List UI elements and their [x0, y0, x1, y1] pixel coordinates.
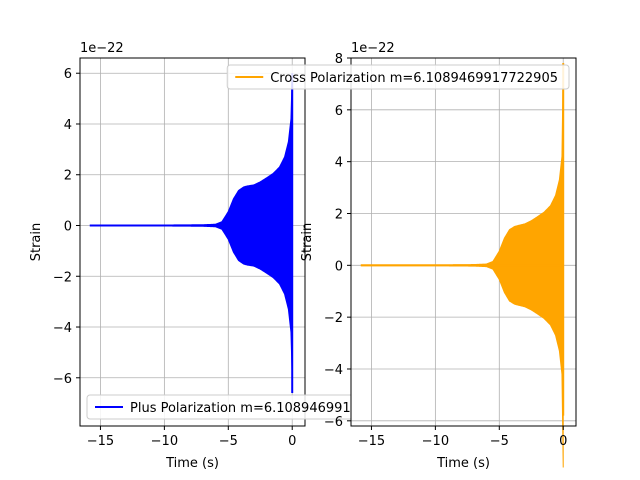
y-tick-label: 2: [64, 169, 72, 184]
y-tick-label: 2: [335, 207, 343, 222]
y-tick-label: −6: [53, 372, 72, 387]
x-tick-label: −5: [490, 434, 509, 449]
legend: Cross Polarization m=6.1089469917722905: [226, 64, 570, 90]
waveform: [89, 73, 294, 394]
y-tick-label: −4: [53, 321, 72, 336]
y-tick-label: −4: [324, 363, 343, 378]
cross-polarization-panel: −15 −10 −5 0 −6 −4 −2 0 2 4 6 8 1e−22 Time (s) Stra…: [226, 41, 577, 471]
y-axis-label: Strain: [300, 223, 315, 262]
grid: [351, 57, 576, 426]
x-tick-label: −15: [87, 434, 114, 449]
x-tick-label: −15: [358, 434, 385, 449]
y-tick-label: 8: [335, 52, 343, 67]
axes-frame: [79, 57, 306, 427]
x-tick-label: −10: [422, 434, 449, 449]
y-tick-label: −2: [324, 311, 343, 326]
y-tick-label: 6: [64, 67, 72, 82]
legend-label: Cross Polarization m=6.1089469917722905: [270, 71, 558, 86]
ticks: −15 −10 −5 0 −6 −4 −2 0 2 4 6: [53, 67, 297, 449]
y-tick-label: −6: [324, 415, 343, 430]
offset-text: 1e−22: [351, 41, 395, 56]
y-tick-label: 0: [64, 220, 72, 235]
axes-frame: [350, 57, 577, 427]
legend-box: [226, 64, 570, 90]
x-tick-label: −10: [151, 434, 178, 449]
x-axis-label: Time (s): [165, 456, 219, 471]
legend-label: Plus Polarization m=6.1089469917722905: [130, 401, 409, 416]
x-tick-label: 0: [559, 434, 567, 449]
y-tick-label: 0: [335, 259, 343, 274]
x-tick-label: 0: [288, 434, 296, 449]
y-tick-label: 4: [335, 156, 343, 171]
plus-polarization-panel: −15 −10 −5 0 −6 −4 −2 0 2 4 6 1e−22 Time (s) Strai…: [29, 41, 421, 471]
x-tick-label: −5: [219, 434, 238, 449]
y-tick-label: 4: [64, 118, 72, 133]
offset-text: 1e−22: [80, 41, 124, 56]
y-tick-label: −2: [53, 270, 72, 285]
waveform: [360, 63, 565, 468]
legend: Plus Polarization m=6.1089469917722905: [86, 394, 421, 420]
x-axis-label: Time (s): [436, 456, 490, 471]
y-tick-label: 6: [335, 104, 343, 119]
ticks: −15 −10 −5 0 −6 −4 −2 0 2 4 6 8: [324, 52, 568, 449]
y-axis-label: Strain: [29, 223, 44, 262]
